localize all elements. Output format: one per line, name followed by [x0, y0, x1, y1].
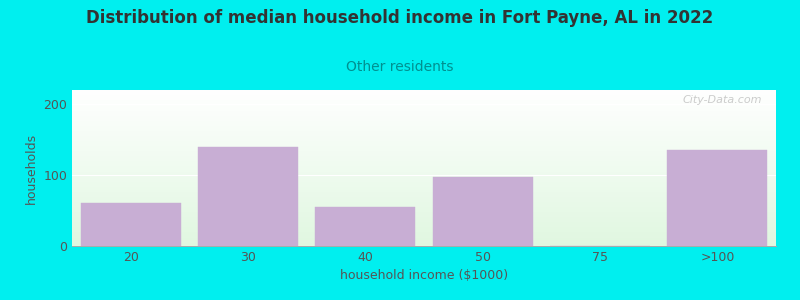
Bar: [81, 203, 181, 246]
Text: City-Data.com: City-Data.com: [682, 95, 762, 105]
Text: Distribution of median household income in Fort Payne, AL in 2022: Distribution of median household income …: [86, 9, 714, 27]
Bar: [198, 147, 298, 246]
Text: Other residents: Other residents: [346, 60, 454, 74]
Y-axis label: households: households: [25, 132, 38, 204]
Bar: [315, 207, 415, 246]
Bar: [667, 150, 767, 246]
Bar: [433, 177, 533, 246]
X-axis label: household income ($1000): household income ($1000): [340, 269, 508, 282]
